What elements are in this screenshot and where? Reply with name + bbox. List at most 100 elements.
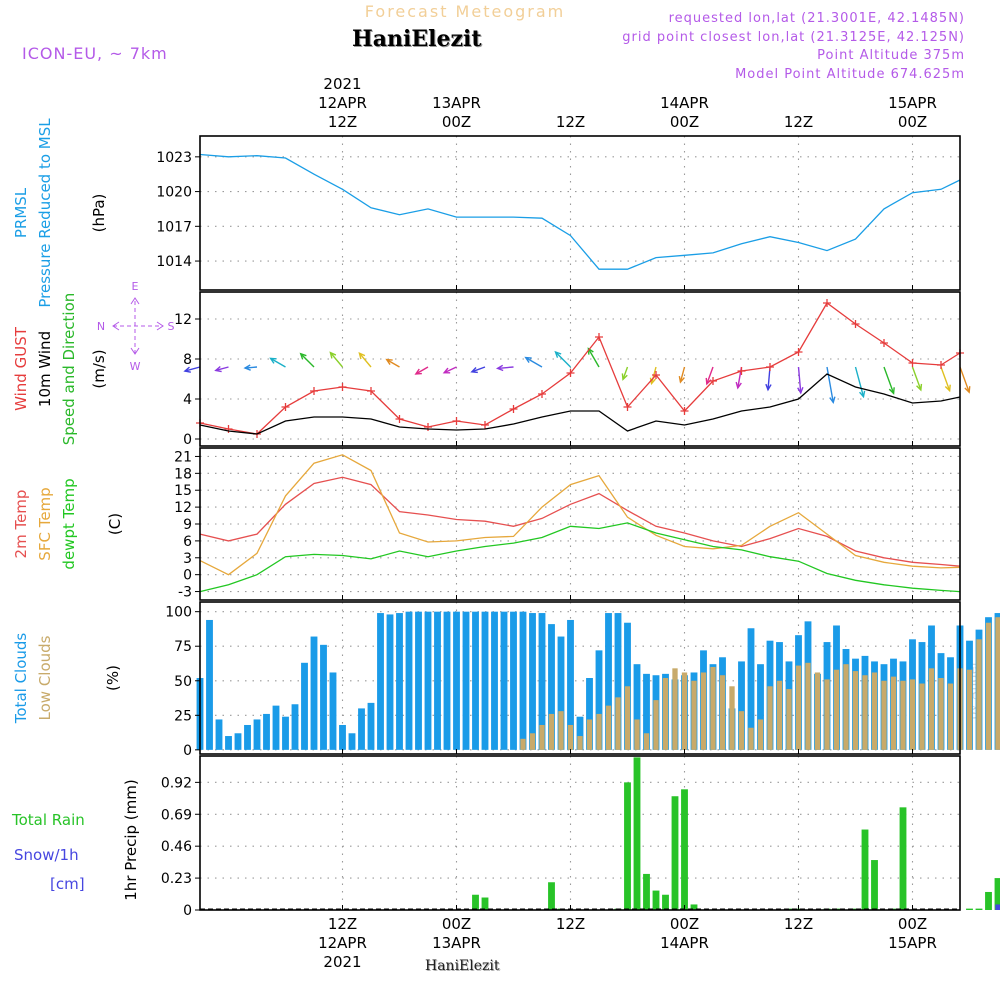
- clouds-low_clouds-bar: [748, 727, 754, 750]
- y-tick-label: 0.23: [161, 871, 192, 887]
- clouds-total_clouds-bar: [348, 733, 356, 750]
- y-tick-label: 1023: [156, 150, 192, 166]
- y-tick-label: 0: [183, 903, 192, 919]
- clouds-total_clouds-bar: [396, 613, 403, 750]
- wind-arrow-head: [554, 350, 562, 358]
- clouds-low_clouds-bar: [824, 679, 830, 750]
- clouds-total_clouds-bar: [757, 664, 764, 750]
- top-time-label: 12APR: [318, 94, 367, 112]
- precipitation-rain-bar: [472, 894, 479, 910]
- precipitation-rain-bar: [994, 878, 1000, 910]
- clouds-total_clouds-bar: [443, 611, 451, 750]
- precipitation-rain-bar: [899, 807, 907, 910]
- wind-arrow-head: [183, 366, 191, 373]
- y-tick-label: 0.92: [161, 775, 192, 791]
- gust-marker: [281, 403, 290, 411]
- clouds-low_clouds-bar: [862, 675, 868, 750]
- gust-marker: [937, 361, 945, 369]
- gust-marker: [509, 405, 518, 413]
- clouds-low_clouds-bar: [691, 680, 697, 750]
- clouds-axis-label: Total Clouds: [12, 633, 30, 725]
- wind-axis-label: 10m Wind: [36, 331, 54, 407]
- clouds-total_clouds-bar: [244, 724, 251, 750]
- gust-marker: [310, 387, 318, 395]
- clouds-total_clouds-bar: [519, 611, 527, 750]
- wind-direction-arrow: [358, 352, 372, 368]
- wind-direction-arrow: [270, 357, 286, 368]
- clouds-low_clouds-bar: [539, 724, 545, 750]
- wind-arrow-head: [829, 396, 836, 405]
- wind-direction-arrow: [184, 366, 201, 372]
- y-tick-label: 0: [183, 568, 192, 584]
- clouds-low_clouds-bar: [520, 738, 526, 750]
- wind-direction-arrow: [854, 366, 865, 397]
- clouds-total_clouds-bar: [586, 678, 593, 750]
- wind-arrow-head: [442, 367, 451, 374]
- clouds-total_clouds-bar: [310, 636, 318, 750]
- wind-direction-arrow: [797, 366, 802, 393]
- precipitation-snow-bar: [995, 904, 1000, 910]
- clouds-total_clouds-bar: [434, 611, 441, 750]
- clouds-total_clouds-bar: [548, 624, 555, 750]
- panel-pressure: 1014 1017 1020 1023 PRMSL Pressure Reduced to…: [12, 118, 961, 308]
- wind-arrow-head: [678, 376, 685, 384]
- wind-arrow-head: [243, 364, 251, 371]
- clouds-total_clouds-bar: [510, 611, 517, 750]
- clouds-total_clouds-bar: [747, 628, 755, 750]
- wind-arrow-head: [587, 347, 594, 355]
- y-tick-label: -3: [178, 585, 192, 601]
- wind-arrow-head: [299, 352, 307, 360]
- clouds-total_clouds-bar: [614, 613, 622, 750]
- clouds-low_clouds-bar: [909, 679, 916, 750]
- clouds-low_clouds-bar: [881, 680, 887, 750]
- clouds-low_clouds-bar: [805, 662, 811, 750]
- wind-wind10m-line: [199, 373, 961, 435]
- wind-axis-label: (m/s): [90, 349, 108, 388]
- wind-arrow-head: [214, 365, 222, 373]
- gust-marker: [395, 415, 404, 423]
- gust-marker: [737, 367, 746, 375]
- y-tick-label: 12: [174, 312, 192, 328]
- gust-marker: [880, 339, 888, 347]
- wind-arrow-head: [797, 387, 804, 395]
- temperature-sfc_temp-line: [199, 454, 961, 576]
- clouds-low_clouds-bar: [548, 713, 555, 750]
- wind-arrow-head: [916, 383, 923, 392]
- clouds-total_clouds-bar: [358, 708, 365, 750]
- clouds-low_clouds-bar: [596, 713, 602, 750]
- compass-cross: [113, 298, 163, 354]
- precipitation-rain-bar: [690, 904, 698, 910]
- wind-direction-arrow: [826, 366, 834, 403]
- clouds-low_clouds-bar: [995, 617, 1000, 750]
- wind-direction-arrow: [555, 351, 571, 368]
- compass-arrowheads: [112, 297, 164, 355]
- clouds-total_clouds-bar: [481, 611, 489, 750]
- wind-direction-arrow: [300, 353, 315, 368]
- clouds-total_clouds-bar: [215, 719, 223, 750]
- wind-direction-arrow: [883, 366, 895, 394]
- snow-unit-label: [cm]: [50, 875, 85, 893]
- clouds-low_clouds-bar: [662, 678, 669, 750]
- bottom-time-label: 00Z: [898, 915, 927, 933]
- precipitation-rain-bar: [643, 873, 650, 910]
- wind-arrow-head: [765, 383, 772, 392]
- clouds-total_clouds-bar: [282, 716, 289, 750]
- gust-marker: [224, 425, 233, 433]
- top-time-label: 2021: [323, 75, 361, 93]
- clouds-total_clouds-bar: [234, 733, 242, 750]
- location-info: requested lon,lat (21.3001E, 42.1485N) g…: [622, 10, 965, 84]
- rain-label: Total Rain: [11, 811, 85, 829]
- bottom-time-label: 12Z: [784, 915, 813, 933]
- clouds-low_clouds-bar: [928, 668, 935, 750]
- temperature-axis-label: 2m Temp: [12, 490, 30, 559]
- wind-arrow-head: [735, 381, 742, 390]
- wind-arrow-head: [944, 384, 951, 393]
- wind-direction-arrow: [244, 366, 258, 369]
- y-tick-label: 12: [174, 500, 192, 516]
- clouds-low_clouds-bar: [843, 664, 849, 750]
- pressure-prmsl-line: [199, 153, 961, 270]
- clouds-total_clouds-bar: [472, 611, 479, 750]
- clouds-total_clouds-bar: [633, 664, 641, 750]
- compass-west: W: [130, 360, 141, 373]
